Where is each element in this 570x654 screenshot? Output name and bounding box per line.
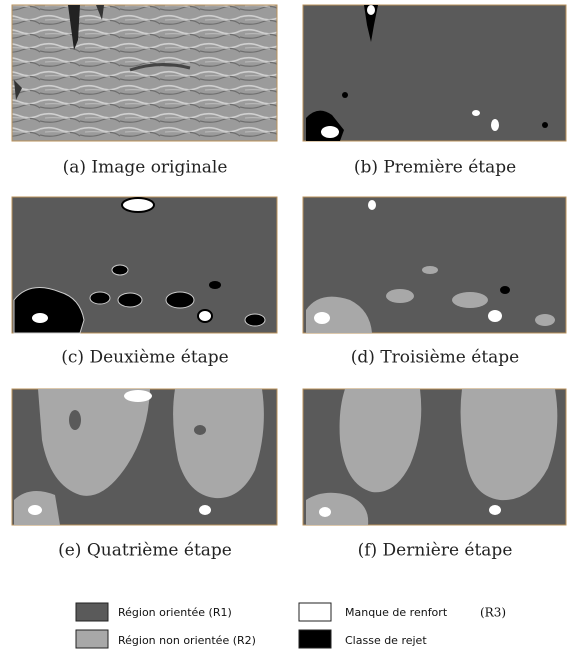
panel-image <box>12 389 277 525</box>
panel-image <box>303 389 566 525</box>
caption: (b) Première étape <box>354 158 516 178</box>
caption: (c) Deuxième étape <box>61 348 228 368</box>
legend-swatch <box>299 603 331 621</box>
caption: (d) Troisième étape <box>351 348 519 368</box>
legend-label: Région orientée (R1) <box>118 606 232 619</box>
caption: (f) Dernière étape <box>358 541 513 561</box>
panel-image <box>303 5 566 141</box>
legend-swatch <box>76 630 108 648</box>
legend-label: Classe de rejet <box>345 634 427 647</box>
panel-image <box>12 5 277 141</box>
legend-label: Région non orientée (R2) <box>118 634 256 647</box>
legend-code: (R3) <box>480 606 506 620</box>
figure: (a) Image originale (b) Première étape (… <box>0 0 570 654</box>
legend-swatch <box>299 630 331 648</box>
caption: (e) Quatrième étape <box>58 541 232 561</box>
legend-swatch <box>76 603 108 621</box>
caption: (a) Image originale <box>63 158 228 178</box>
legend-label: Manque de renfort <box>345 606 448 619</box>
panel-image <box>303 197 566 333</box>
panel-image <box>12 197 277 333</box>
